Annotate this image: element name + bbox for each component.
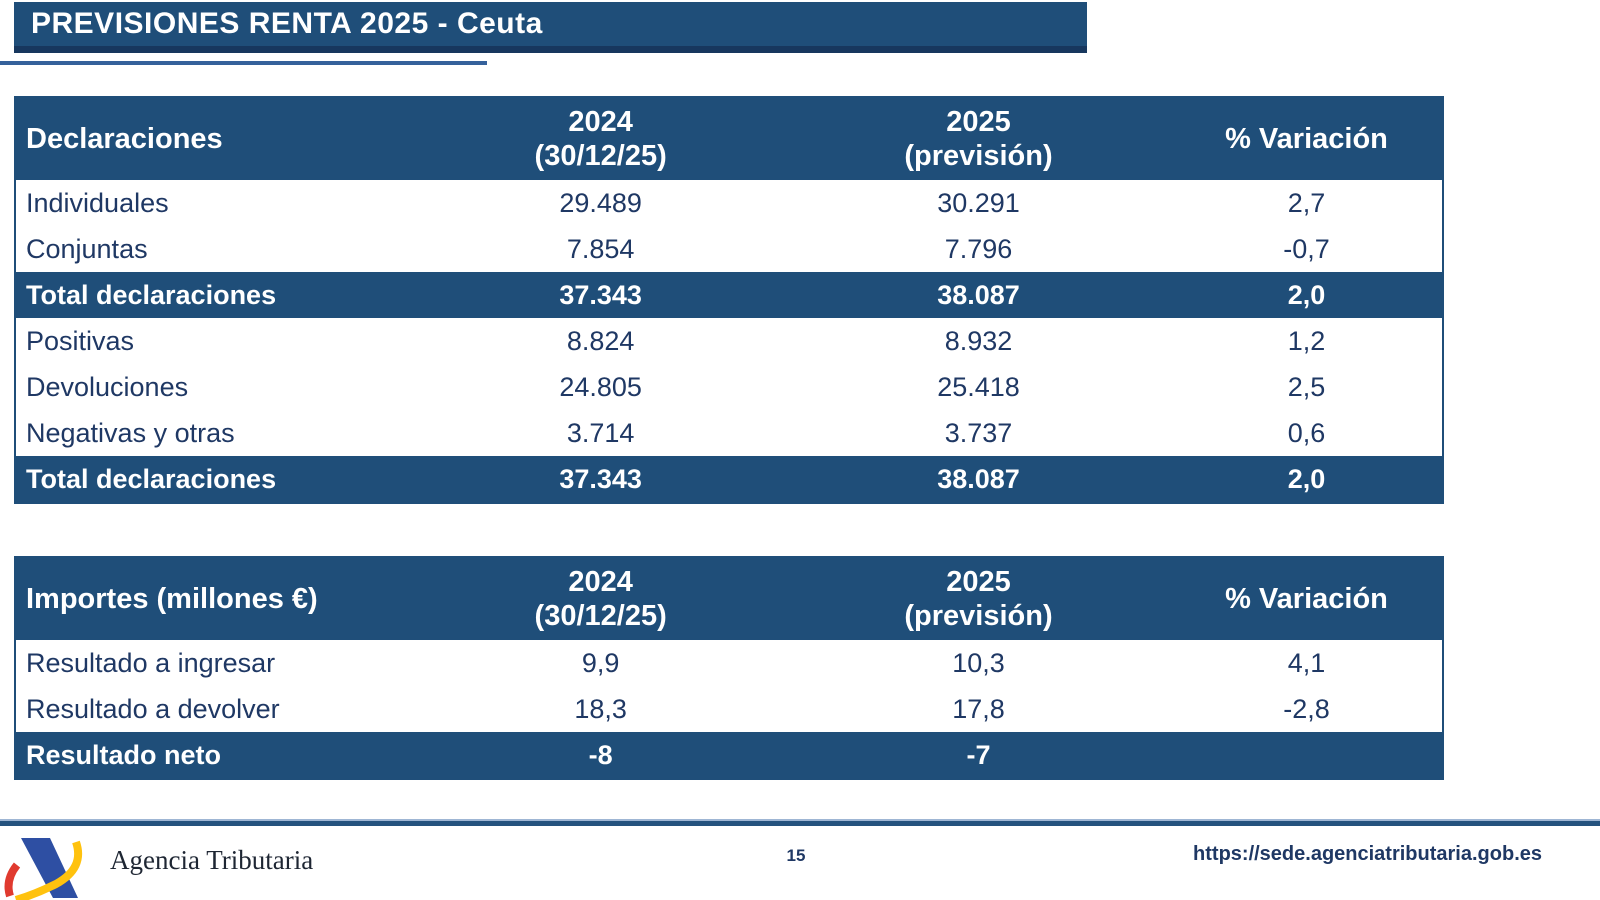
column-header-variacion: % Variación [1225, 123, 1388, 155]
table-row: Individuales 29.489 30.291 2,7 [16, 180, 1442, 226]
table-row: Positivas 8.824 8.932 1,2 [16, 318, 1442, 364]
value-2025: 38.087 [937, 463, 1020, 494]
table-row-total: Resultado neto -8 -7 [16, 732, 1442, 778]
table-row: Devoluciones 24.805 25.418 2,5 [16, 364, 1442, 410]
value-2024: 8.824 [566, 325, 635, 356]
table-row-total: Total declaraciones 37.343 38.087 2,0 [16, 272, 1442, 318]
row-label: Resultado a devolver [26, 693, 280, 724]
value-2025: 17,8 [952, 693, 1005, 724]
value-variacion: 2,5 [1287, 371, 1326, 402]
row-label: Conjuntas [26, 233, 148, 264]
importes-table: Importes (millones €) 2024 (30/12/25) 20… [14, 556, 1444, 780]
table-header-row: Declaraciones 2024 (30/12/25) 2025 (prev… [16, 98, 1442, 180]
column-header-declaraciones: Declaraciones [26, 123, 223, 155]
column-header-2025: 2025 (previsión) [904, 566, 1053, 632]
page-title-text: PREVISIONES RENTA 2025 - Ceuta [31, 7, 543, 40]
value-2025: 25.418 [937, 371, 1020, 402]
agencia-tributaria-logo-icon [4, 838, 83, 900]
value-2025: 7.796 [944, 233, 1013, 264]
title-underline [0, 61, 487, 65]
value-2025: 3.737 [944, 417, 1013, 448]
table-header-row: Importes (millones €) 2024 (30/12/25) 20… [16, 558, 1442, 640]
row-label: Negativas y otras [26, 417, 235, 448]
table-row: Conjuntas 7.854 7.796 -0,7 [16, 226, 1442, 272]
value-2024: 24.805 [559, 371, 642, 402]
declaraciones-table: Declaraciones 2024 (30/12/25) 2025 (prev… [14, 96, 1444, 504]
table-row: Resultado a ingresar 9,9 10,3 4,1 [16, 640, 1442, 686]
row-label: Resultado neto [26, 739, 222, 770]
table-row: Negativas y otras 3.714 3.737 0,6 [16, 410, 1442, 456]
value-2025: 30.291 [937, 187, 1020, 218]
column-header-2024: 2024 (30/12/25) [534, 566, 667, 632]
row-label: Total declaraciones [26, 279, 277, 310]
value-2025: 8.932 [944, 325, 1013, 356]
value-2024: 37.343 [559, 279, 642, 310]
column-header-2024: 2024 (30/12/25) [534, 106, 667, 172]
value-variacion: 1,2 [1287, 325, 1326, 356]
value-2024: 18,3 [574, 693, 627, 724]
row-label: Individuales [26, 187, 169, 218]
value-2024: -8 [588, 739, 613, 770]
value-2024: 9,9 [581, 647, 620, 678]
value-2024: 37.343 [559, 463, 642, 494]
row-label: Total declaraciones [26, 463, 277, 494]
table-row: Resultado a devolver 18,3 17,8 -2,8 [16, 686, 1442, 732]
brand-name: Agencia Tributaria [110, 845, 314, 875]
value-2025: 10,3 [952, 647, 1005, 678]
value-variacion: 2,0 [1287, 463, 1326, 494]
page-title: PREVISIONES RENTA 2025 - Ceuta [14, 2, 1087, 53]
value-2024: 29.489 [559, 187, 642, 218]
value-variacion: 4,1 [1287, 647, 1326, 678]
footer-divider [0, 819, 1600, 826]
value-variacion: 2,7 [1287, 187, 1326, 218]
value-variacion: -2,8 [1283, 693, 1330, 724]
value-2024: 7.854 [566, 233, 635, 264]
value-2025: 38.087 [937, 279, 1020, 310]
row-label: Positivas [26, 325, 135, 356]
column-header-2025: 2025 (previsión) [904, 106, 1053, 172]
row-label: Resultado a ingresar [26, 647, 276, 678]
column-header-importes: Importes (millones €) [26, 583, 318, 615]
value-variacion: 2,0 [1287, 279, 1326, 310]
value-variacion: -0,7 [1283, 233, 1330, 264]
page-number: 15 [786, 846, 806, 865]
value-variacion: 0,6 [1287, 417, 1326, 448]
column-header-variacion: % Variación [1225, 583, 1388, 615]
footer-url-link[interactable]: https://sede.agenciatributaria.gob.es [1193, 843, 1542, 865]
value-2024: 3.714 [566, 417, 635, 448]
table-row-total: Total declaraciones 37.343 38.087 2,0 [16, 456, 1442, 502]
row-label: Devoluciones [26, 371, 189, 402]
value-2025: -7 [966, 739, 991, 770]
